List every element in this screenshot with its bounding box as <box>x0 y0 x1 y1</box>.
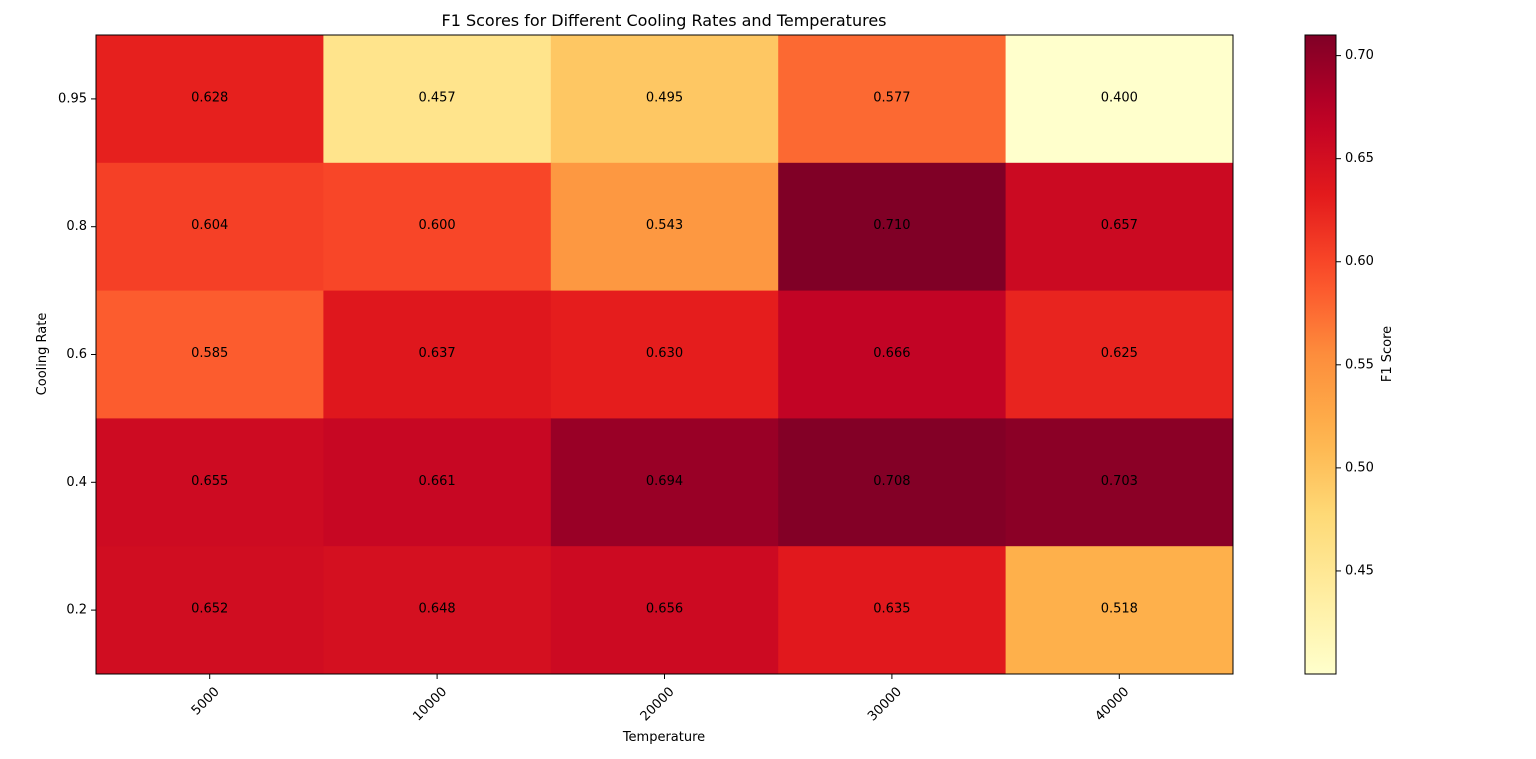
cell-value-label: 0.543 <box>646 218 683 233</box>
heatmap-cell <box>550 162 779 292</box>
colorbar-tick-label: 0.50 <box>1345 460 1374 475</box>
colorbar-ticks: 0.45 0.50 0.55 0.60 0.65 0.70 <box>1336 48 1374 578</box>
cell-value-label: 0.637 <box>418 346 455 361</box>
colorbar <box>1304 34 1337 675</box>
colorbar-tick-label: 0.55 <box>1345 357 1374 372</box>
heatmap-cell <box>1005 35 1234 164</box>
heatmap-cell <box>323 418 552 547</box>
x-tick-label: 10000 <box>410 684 450 724</box>
y-tick-label: 0.4 <box>66 475 87 490</box>
heatmap-cell <box>778 418 1007 547</box>
heatmap-cell <box>1005 162 1234 292</box>
heatmap-cell <box>1005 418 1234 547</box>
cell-value-label: 0.600 <box>418 218 455 233</box>
cell-value-label: 0.710 <box>873 218 910 233</box>
cell-value-label: 0.655 <box>191 474 228 489</box>
cell-value-label: 0.630 <box>646 346 683 361</box>
heatmap-cell <box>550 418 779 547</box>
heatmap-cell <box>96 546 324 675</box>
cell-value-label: 0.666 <box>873 346 910 361</box>
heatmap-cell <box>323 546 552 675</box>
x-axis-label: Temperature <box>622 730 705 745</box>
cell-value-label: 0.657 <box>1101 218 1138 233</box>
cell-value-label: 0.400 <box>1101 90 1138 105</box>
heatmap-cell <box>323 162 552 292</box>
y-tick-label: 0.2 <box>66 603 87 618</box>
x-tick-label: 40000 <box>1092 684 1132 724</box>
heatmap-cell <box>550 546 779 675</box>
cell-value-label: 0.604 <box>191 218 228 233</box>
y-tick-label: 0.6 <box>66 347 87 362</box>
y-axis-label: Cooling Rate <box>35 313 50 396</box>
heatmap-cell <box>96 35 324 164</box>
x-tick-label: 5000 <box>189 684 223 718</box>
heatmap-cell <box>96 162 324 292</box>
chart-title: F1 Scores for Different Cooling Rates an… <box>442 11 887 30</box>
colorbar-tick-label: 0.70 <box>1345 48 1374 63</box>
heatmap-cell <box>778 290 1007 419</box>
heatmap-cell <box>778 162 1007 292</box>
cell-value-label: 0.518 <box>1101 602 1138 617</box>
cell-value-label: 0.703 <box>1101 474 1138 489</box>
heatmap-cell <box>1005 546 1234 675</box>
cell-value-label: 0.577 <box>873 90 910 105</box>
heatmap-cell <box>96 290 324 419</box>
cell-value-label: 0.661 <box>418 474 455 489</box>
colorbar-label: F1 Score <box>1380 326 1395 382</box>
cell-value-label: 0.585 <box>191 346 228 361</box>
heatmap-cells: 0.628 0.457 0.495 0.577 0.400 0.604 0.600 0.543… <box>96 35 1234 675</box>
cell-value-label: 0.635 <box>873 602 910 617</box>
heatmap-cell <box>96 418 324 547</box>
heatmap-cell <box>550 290 779 419</box>
colorbar-tick-label: 0.65 <box>1345 151 1374 166</box>
cell-value-label: 0.457 <box>418 90 455 105</box>
heatmap-cell <box>778 546 1007 675</box>
cell-value-label: 0.628 <box>191 90 228 105</box>
cell-value-label: 0.625 <box>1101 346 1138 361</box>
cell-value-label: 0.694 <box>646 474 683 489</box>
heatmap-cell <box>323 290 552 419</box>
heatmap-cell <box>778 35 1007 164</box>
cell-value-label: 0.648 <box>418 602 455 617</box>
cell-value-label: 0.708 <box>873 474 910 489</box>
x-tick-label: 30000 <box>865 684 905 724</box>
cell-value-label: 0.652 <box>191 602 228 617</box>
x-tick-label: 20000 <box>638 684 678 724</box>
y-axis-ticks: 0.95 0.8 0.6 0.4 0.2 <box>58 91 96 618</box>
y-tick-label: 0.8 <box>66 219 87 234</box>
y-tick-label: 0.95 <box>58 91 87 106</box>
cell-value-label: 0.495 <box>646 90 683 105</box>
colorbar-tick-label: 0.45 <box>1345 563 1374 578</box>
heatmap-cell <box>1005 290 1234 419</box>
heatmap-cell <box>323 35 552 164</box>
cell-value-label: 0.656 <box>646 602 683 617</box>
x-axis-ticks: 5000 10000 20000 30000 40000 <box>189 674 1132 724</box>
colorbar-tick-label: 0.60 <box>1345 254 1374 269</box>
heatmap-cell <box>550 35 779 164</box>
